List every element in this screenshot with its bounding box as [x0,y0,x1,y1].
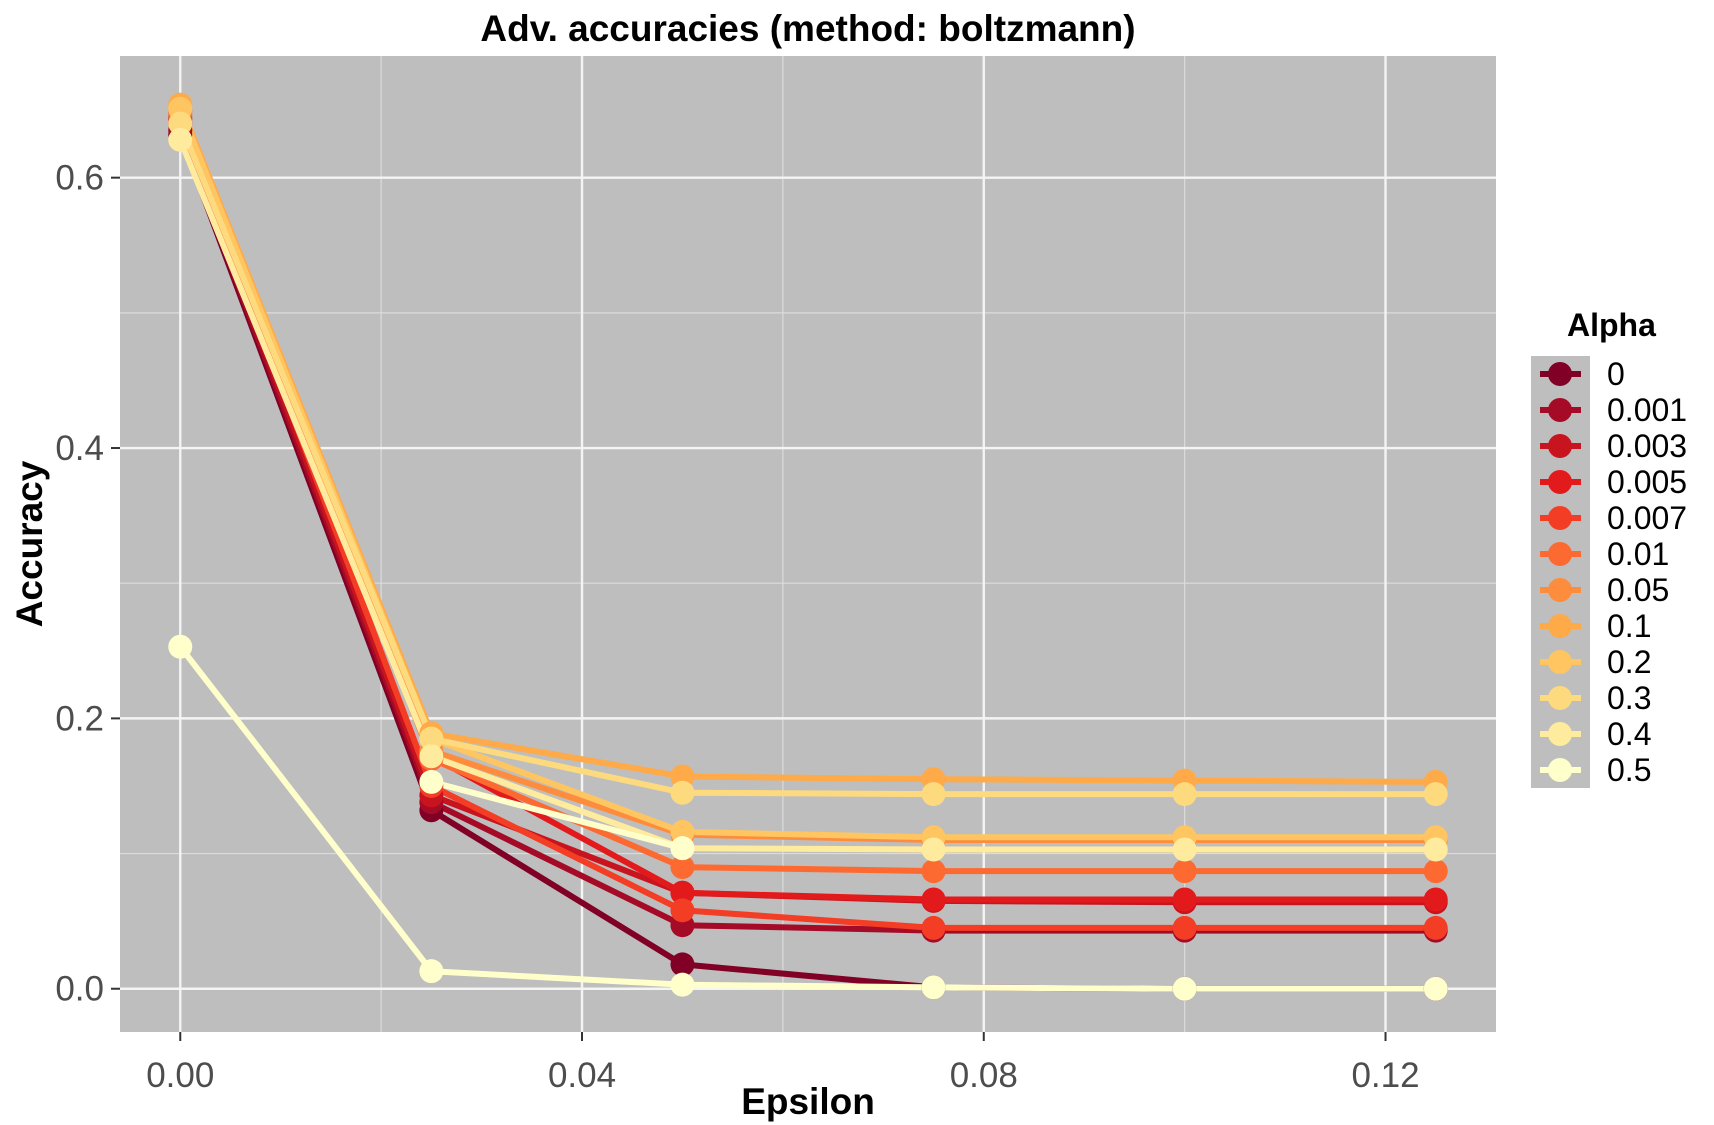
series-points [168,92,1448,1001]
data-point-alpha-0-4 [1172,837,1197,862]
data-point-alpha-0-01 [1423,859,1448,884]
data-point-alpha-0-5 [419,959,444,984]
series-line-alpha-0-4 [177,136,1439,853]
data-point-alpha-0-5 [670,972,695,997]
data-point-alpha-0-3 [1423,782,1448,807]
y-tick-label: 0.6 [55,159,104,198]
x-tick-label: 0.08 [950,1056,1018,1095]
data-point-alpha-0-3 [419,726,444,751]
plot-area [120,56,1496,1032]
data-point-alpha-0-5 [670,836,695,861]
legend-key-background [1531,356,1590,788]
series-lines [177,101,1439,992]
legend-label: 0.5 [1607,752,1651,788]
data-point-alpha-0-01 [1172,859,1197,884]
data-point-alpha-0-5 [168,634,193,659]
legend-label: 0.3 [1607,680,1651,716]
data-point-alpha-0-4 [921,837,946,862]
y-tick-label: 0.0 [55,970,104,1009]
legend-label: 0.005 [1607,464,1687,500]
legend-key-point [1548,722,1572,746]
plot-background [120,56,1496,1032]
data-point-alpha-0-3 [921,782,946,807]
data-point-alpha-0-005 [670,880,695,905]
legend-key-point [1548,650,1572,674]
data-point-alpha-0-4 [1423,837,1448,862]
legend-key-point [1548,614,1572,638]
legend-key-point [1548,506,1572,530]
data-point-alpha-0-3 [1172,782,1197,807]
y-axis-title: Accuracy [9,460,50,627]
data-point-alpha-0-4 [168,127,193,152]
legend-label: 0.1 [1607,608,1651,644]
data-point-alpha-0 [670,952,695,977]
y-axis: 0.0 0.2 0.4 0.6 [55,159,120,1009]
series-line-alpha-0-3 [177,120,1439,798]
legend-key-point [1548,434,1572,458]
legend-label: 0.4 [1607,716,1651,752]
legend-key-point [1548,758,1572,782]
series-line-alpha-0-007 [177,113,1439,931]
data-point-alpha-0-007 [1423,915,1448,940]
series-line-alpha-0-5 [177,643,1439,992]
data-point-alpha-0-005 [921,887,946,912]
data-point-alpha-0-5 [419,769,444,794]
legend: Alpha 00.0010.0030.0050.0070.010.050.10.… [1531,307,1687,788]
chart-title: Adv. accuracies (method: boltzmann) [480,8,1135,49]
data-point-alpha-0-007 [1172,915,1197,940]
x-axis-title: Epsilon [741,1081,875,1122]
legend-key-point [1548,578,1572,602]
legend-label: 0.01 [1607,536,1669,572]
legend-key-point [1548,470,1572,494]
legend-key-point [1548,362,1572,386]
x-tick-label: 0.04 [548,1056,616,1095]
x-tick-label: 0.00 [146,1056,214,1095]
legend-label: 0.2 [1607,644,1651,680]
data-point-alpha-0-005 [1423,887,1448,912]
data-point-alpha-0-007 [921,915,946,940]
series-segment-alpha-0-5 [428,778,686,852]
data-point-alpha-0-5 [921,975,946,1000]
legend-title: Alpha [1567,307,1656,343]
legend-label: 0.05 [1607,572,1669,608]
y-tick-label: 0.2 [55,699,104,738]
legend-key-point [1548,542,1572,566]
data-point-alpha-0-5 [1423,976,1448,1001]
legend-key-point [1548,398,1572,422]
data-point-alpha-0-5 [1172,976,1197,1001]
legend-label: 0 [1607,356,1625,392]
y-tick-label: 0.4 [55,429,104,468]
legend-label: 0.001 [1607,392,1687,428]
legend-label: 0.003 [1607,428,1687,464]
legend-key-point [1548,686,1572,710]
data-point-alpha-0-007 [670,898,695,923]
legend-label: 0.007 [1607,500,1687,536]
data-point-alpha-0-3 [670,780,695,805]
data-point-alpha-0-01 [921,859,946,884]
x-tick-label: 0.12 [1351,1056,1419,1095]
x-axis: 0.00 0.04 0.08 0.12 [146,1032,1420,1095]
data-point-alpha-0-4 [419,744,444,769]
data-point-alpha-0-005 [1172,887,1197,912]
data-point-alpha-0-01 [670,855,695,880]
legend-items: 00.0010.0030.0050.0070.010.050.10.20.30.… [1540,356,1687,788]
